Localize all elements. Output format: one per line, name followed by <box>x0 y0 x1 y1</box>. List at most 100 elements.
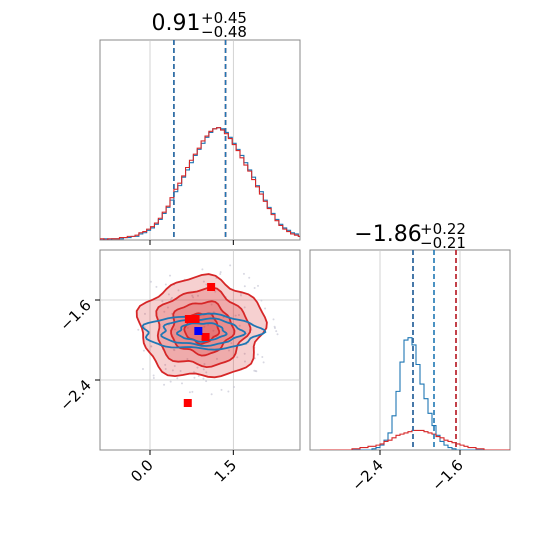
contour-sample-dot <box>149 280 152 283</box>
contour-sample-dot <box>191 294 194 297</box>
contour-sample-dot <box>164 363 167 366</box>
contour-sample-dot <box>239 292 242 295</box>
contour-sample-dot <box>170 296 173 299</box>
contour-1-level-1 <box>160 317 247 347</box>
hist-1-title-upper: +0.45 <box>201 9 247 27</box>
contour-sample-dot <box>272 318 275 321</box>
contour-sample-dot <box>260 299 263 302</box>
hist-2-title-value: −1.86 <box>354 222 421 247</box>
contour-sample-dot <box>155 285 158 288</box>
contour-sample-dot <box>169 274 172 277</box>
contour-sample-dot <box>236 356 239 359</box>
contour-sample-dot <box>197 375 200 378</box>
contour-sample-dot <box>192 296 195 299</box>
hist-2-xtick-label-1: −1.6 <box>428 456 466 494</box>
contour-sample-dot <box>228 349 231 352</box>
contour-sample-dot <box>273 325 276 328</box>
contour-sample-dot <box>201 268 204 271</box>
contour-sample-dot <box>164 368 167 371</box>
contour-sample-dot <box>143 312 146 315</box>
contour-sample-dot <box>137 328 140 331</box>
contour-sample-dot <box>234 314 237 317</box>
contour-1-level-2 <box>176 322 228 343</box>
contour-sample-dot <box>219 271 222 274</box>
contour-sample-dot <box>255 370 258 373</box>
contour-sample-dot <box>203 325 206 328</box>
contour-sample-dot <box>202 377 205 380</box>
contour-sample-dot <box>243 352 246 355</box>
contour-sample-dot <box>176 377 179 380</box>
hist-2-series-0 <box>320 337 510 450</box>
contour-sample-dot <box>215 357 218 360</box>
hist-2-frame <box>309 249 511 451</box>
contour-1-level-0 <box>141 312 267 351</box>
hist-1-series-1 <box>100 127 300 240</box>
contour-sample-dot <box>264 307 267 310</box>
contour-sample-dot <box>174 328 177 331</box>
contour-sample-dot <box>163 310 166 313</box>
contour-sample-dot <box>257 284 260 287</box>
contour-sample-dot <box>230 342 233 345</box>
contour-sample-dot <box>210 393 213 396</box>
contour-sample-dot <box>253 369 256 372</box>
contour-sample-dot <box>210 303 213 306</box>
contour-sample-dot <box>186 326 189 329</box>
contour-sample-dot <box>219 273 222 276</box>
contour-xtick-label-0: 0.0 <box>127 456 157 486</box>
contour-sample-dot <box>173 349 176 352</box>
contour-sample-dot <box>180 382 183 385</box>
contour-sample-dot <box>161 300 164 303</box>
contour-sample-dot <box>275 330 278 333</box>
contour-sample-dot <box>214 290 217 293</box>
contour-sample-dot <box>150 345 153 348</box>
contour-sample-dot <box>167 293 170 296</box>
contour-sample-dot <box>173 364 176 367</box>
contour-sample-dot <box>220 388 223 391</box>
contour-sample-dot <box>142 349 145 352</box>
hist-2-xtick-label-0: −2.4 <box>348 456 386 494</box>
contour-sample-dot <box>169 380 172 383</box>
contour-sample-dot <box>203 362 206 365</box>
contour-sample-dot <box>242 272 245 275</box>
hist-1-frame <box>99 39 301 241</box>
contour-sample-dot <box>177 289 180 292</box>
contour-sample-dot <box>171 369 174 372</box>
contour-ytick-label-0: −1.6 <box>56 296 94 334</box>
contour-sample-dot <box>261 355 264 358</box>
hist-2-series-1 <box>320 429 510 450</box>
contour-sample-dot <box>212 329 215 332</box>
contour-sample-dot <box>262 361 265 364</box>
contour-sample-dot <box>186 357 189 360</box>
contour-sample-dot <box>196 366 199 369</box>
contour-sample-dot <box>141 367 144 370</box>
hist-1-title-lower: −0.48 <box>201 23 247 41</box>
contour-xtick-label-1: 1.5 <box>211 456 241 486</box>
contour-sample-dot <box>253 287 256 290</box>
contour-sample-dot <box>202 368 205 371</box>
contour-marker-5 <box>194 327 203 335</box>
contour-marker-4 <box>183 399 192 407</box>
contour-sample-dot <box>196 294 199 297</box>
contour-sample-dot <box>248 276 251 279</box>
contour-sample-dot <box>179 370 182 373</box>
contour-sample-dot <box>202 280 205 283</box>
contour-sample-dot <box>276 333 279 336</box>
contour-sample-dot <box>227 390 230 393</box>
contour-sample-dot <box>191 390 194 393</box>
contour-sample-dot <box>205 371 208 374</box>
contour-sample-dot <box>152 374 155 377</box>
hist-panel-2: −2.4 −1.6 −1.86 +0.22 −0.21 <box>309 220 511 495</box>
contour-marker-3 <box>201 333 210 341</box>
contour-sample-dot <box>243 306 246 309</box>
hist-1-title: 0.91 <box>152 11 201 36</box>
contour-sample-dot <box>169 298 172 301</box>
hist-2-title-lower: −0.21 <box>420 234 466 252</box>
contour-panel: 0.0 1.5 −1.6 −2.4 <box>56 249 301 486</box>
contour-sample-dot <box>152 377 155 380</box>
contour-ytick-label-1: −2.4 <box>56 376 94 414</box>
contour-0-level-0 <box>135 273 268 379</box>
contour-sample-dot <box>205 283 208 286</box>
hist-2-title-upper: +0.22 <box>420 220 466 238</box>
contour-marker-2 <box>191 315 200 323</box>
